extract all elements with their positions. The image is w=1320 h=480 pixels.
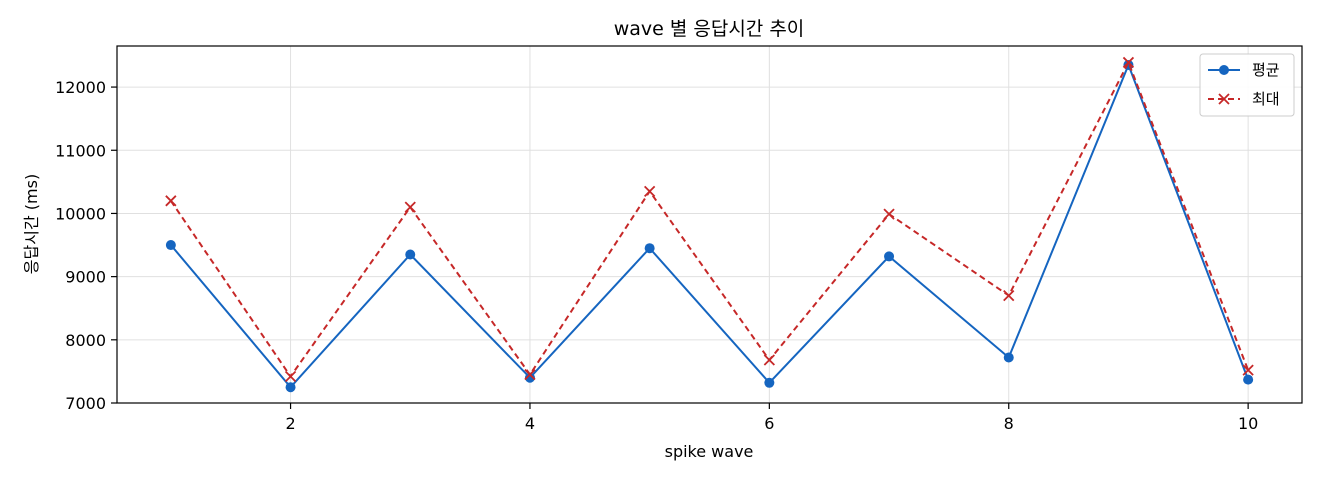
y-tick-label: 7000 [65,394,106,413]
legend-label: 최대 [1252,90,1280,108]
series-1 [165,59,1254,393]
data-point [284,370,297,383]
y-axis: 7000 8000 9000 10000 11000 12000 [55,78,117,413]
data-point [763,354,775,366]
plot-frame [116,45,1303,404]
legend-label: 평균 [1252,61,1280,79]
x-axis: 2 4 6 8 10 [285,403,1258,433]
x-tick-label: 10 [1238,414,1258,433]
data-point [884,251,895,262]
x-tick-label: 4 [525,414,535,433]
data-point [644,243,655,254]
legend-entry: 평균 [1208,61,1280,79]
x-tick-label: 6 [764,414,774,433]
data-point [1243,374,1254,385]
chart-title: wave 별 응답시간 추이 [614,18,805,40]
data-point [1122,56,1135,69]
series-line [170,59,1250,379]
data-point [644,185,656,197]
y-tick-label: 12000 [55,78,106,97]
y-tick-label: 8000 [65,331,106,350]
data-point [764,377,775,388]
legend-marker [1218,93,1230,105]
series-2 [165,56,1254,383]
data-point [404,201,416,213]
data-point [165,240,176,251]
data-point [165,195,177,207]
x-tick-label: 2 [285,414,295,433]
x-axis-label: spike wave [665,442,754,461]
data-point [1242,364,1254,376]
grid [117,46,1302,404]
legend-box [1199,53,1295,117]
y-axis-label: 응답시간 (ms) [22,174,41,274]
series-line [170,62,1250,389]
data-point [524,368,536,381]
y-tick-label: 10000 [55,204,106,223]
y-tick-label: 9000 [65,268,106,287]
legend-entry: 최대 [1208,90,1280,108]
data-point [883,208,895,220]
legend-marker [1219,65,1229,75]
x-tick-label: 8 [1004,414,1014,433]
data-point [1003,289,1015,302]
data-point [524,372,535,383]
data-point [405,249,416,260]
y-tick-label: 11000 [55,141,106,160]
data-point [1003,352,1014,363]
series-layer [165,56,1254,393]
data-point [285,382,296,393]
